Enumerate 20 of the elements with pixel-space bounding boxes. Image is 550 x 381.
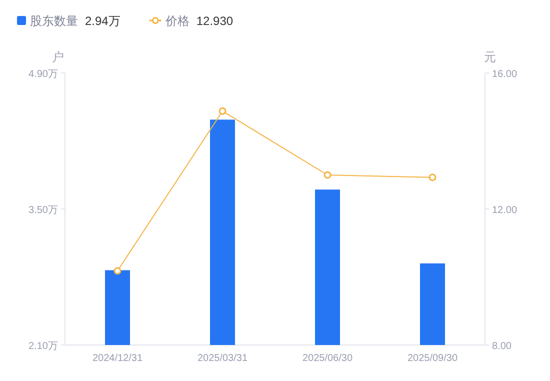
text: 12.930 <box>196 14 234 28</box>
y2-axis-title: 元 <box>484 50 496 64</box>
x-tick-label: 2025/09/30 <box>407 353 458 364</box>
point <box>114 267 122 275</box>
y-axis-title: 户 <box>52 50 64 64</box>
x-tick-label: 2025/03/31 <box>197 353 248 364</box>
point <box>218 107 226 115</box>
y2-tick-label: 16.00 <box>492 69 518 80</box>
x-tick-label: 2024/12/31 <box>92 353 143 364</box>
y-tick-label: 3.50万 <box>28 205 58 216</box>
y2-tick-label: 8.00 <box>492 341 512 352</box>
point <box>324 171 332 179</box>
y-tick-label: 2.10万 <box>28 341 58 352</box>
y2-tick-label: 12.00 <box>492 205 518 216</box>
x-tick-label: 2025/06/30 <box>302 353 353 364</box>
legend-label: 股东数量 <box>30 14 78 28</box>
y-tick-label: 4.90万 <box>28 69 58 80</box>
text: 2.94万 <box>85 14 120 28</box>
legend-label: 价格 <box>164 14 190 28</box>
point <box>428 174 436 182</box>
